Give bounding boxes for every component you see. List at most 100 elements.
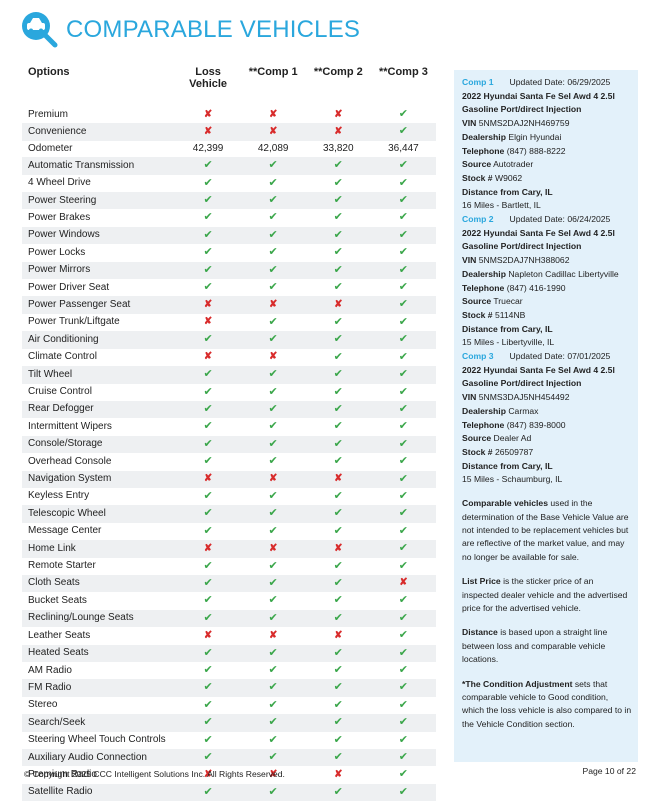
check-icon: ✔ — [305, 331, 371, 349]
table-row: Cruise Control ✔ ✔ ✔ ✔ — [22, 383, 436, 401]
dealership-line: Dealership Elgin Hyundai — [462, 131, 638, 145]
check-icon: ✔ — [370, 714, 436, 732]
option-name: Power Driver Seat — [22, 279, 176, 297]
check-icon: ✔ — [305, 731, 371, 750]
odometer-value: 42,089 — [240, 140, 306, 158]
table-row: Steering Wheel Touch Controls ✔ ✔ ✔ ✔ — [22, 731, 436, 750]
option-name: Premium Radio — [22, 766, 176, 784]
telephone-value: (847) 888-8222 — [506, 145, 566, 156]
option-name: Satellite Radio — [22, 783, 176, 801]
check-icon: ✔ — [240, 609, 306, 628]
check-icon: ✔ — [240, 435, 306, 454]
table-row: Intermittent Wipers ✔ ✔ ✔ ✔ — [22, 418, 436, 436]
table-row: Bucket Seats ✔ ✔ ✔ ✔ — [22, 592, 436, 610]
option-name: Automatic Transmission — [22, 157, 176, 175]
updated-date: Updated Date: 06/29/2025 — [509, 77, 611, 87]
stock-number-label: Stock # — [462, 172, 493, 183]
telephone-label: Telephone — [462, 282, 505, 293]
check-icon: ✔ — [240, 279, 306, 297]
check-icon: ✔ — [240, 644, 306, 662]
check-icon: ✔ — [305, 261, 371, 280]
check-icon: ✔ — [370, 696, 436, 715]
check-icon: ✔ — [175, 783, 241, 801]
check-icon: ✔ — [370, 157, 436, 175]
check-icon: ✔ — [370, 106, 436, 124]
check-icon: ✔ — [370, 123, 436, 141]
comp-heading: Comp 3 Updated Date: 07/01/2025 — [462, 350, 638, 364]
check-icon: ✔ — [305, 453, 371, 471]
table-row: Overhead Console ✔ ✔ ✔ ✔ — [22, 453, 436, 471]
check-icon: ✔ — [370, 592, 436, 610]
telephone-value: (847) 416-1990 — [506, 282, 566, 293]
cross-icon: ✘ — [175, 106, 241, 124]
option-name: FM Radio — [22, 679, 176, 697]
check-icon: ✔ — [370, 470, 436, 488]
check-icon: ✔ — [305, 209, 371, 227]
cross-icon: ✘ — [240, 766, 306, 784]
cross-icon: ✘ — [240, 296, 306, 314]
table-row: Automatic Transmission ✔ ✔ ✔ ✔ — [22, 157, 436, 175]
note-paragraph: Comparable vehicles used in the determin… — [462, 497, 638, 564]
updated-date: Updated Date: 06/24/2025 — [509, 214, 611, 225]
check-icon: ✔ — [305, 348, 371, 367]
check-icon: ✔ — [305, 383, 371, 401]
check-icon: ✔ — [370, 383, 436, 401]
cross-icon: ✘ — [370, 574, 436, 593]
check-icon: ✔ — [305, 696, 371, 715]
check-icon: ✔ — [175, 383, 241, 401]
check-icon: ✔ — [370, 296, 436, 314]
check-icon: ✔ — [370, 731, 436, 750]
check-icon: ✔ — [175, 557, 241, 575]
check-icon: ✔ — [305, 522, 371, 541]
engine: Gasoline Port/direct Injection — [462, 241, 582, 252]
check-icon: ✔ — [240, 244, 306, 262]
note-text: is the sticker price of an inspected dea… — [462, 576, 628, 613]
stock-number-label: Stock # — [462, 309, 493, 320]
check-icon: ✔ — [370, 557, 436, 575]
check-icon: ✔ — [370, 522, 436, 541]
check-icon: ✔ — [240, 557, 306, 575]
check-icon: ✔ — [370, 348, 436, 367]
cross-icon: ✘ — [305, 627, 371, 645]
cross-icon: ✘ — [175, 470, 241, 488]
comp-block: Comp 1 Updated Date: 06/29/2025 2022 Hyund… — [462, 76, 638, 213]
comp-heading: Comp 1 Updated Date: 06/29/2025 — [462, 76, 638, 90]
source-value: Autotrader — [493, 159, 534, 170]
option-name: Rear Defogger — [22, 400, 176, 419]
table-row: Reclining/Lounge Seats ✔ ✔ ✔ ✔ — [22, 609, 436, 628]
distance-label: Distance from Cary, IL — [462, 186, 553, 197]
cross-icon: ✘ — [240, 106, 306, 124]
stock-number-label: Stock # — [462, 446, 493, 457]
option-name: Leather Seats — [22, 627, 176, 645]
stock-number-line: Stock # 26509787 — [462, 446, 638, 460]
check-icon: ✔ — [240, 157, 306, 175]
cross-icon: ✘ — [240, 348, 306, 367]
check-icon: ✔ — [370, 400, 436, 419]
cross-icon: ✘ — [305, 106, 371, 124]
dealership-line: Dealership Carmax — [462, 405, 638, 419]
check-icon: ✔ — [240, 714, 306, 732]
check-icon: ✔ — [305, 644, 371, 662]
comp1-header: **Comp 1 — [248, 66, 298, 78]
table-row: Console/Storage ✔ ✔ ✔ ✔ — [22, 435, 436, 454]
option-name: Home Link — [22, 540, 176, 558]
check-icon: ✔ — [305, 609, 371, 628]
check-icon: ✔ — [240, 574, 306, 593]
check-icon: ✔ — [240, 453, 306, 471]
table-row: Stereo ✔ ✔ ✔ ✔ — [22, 696, 436, 715]
dealership-line: Dealership Napleton Cadillac Libertyvill… — [462, 268, 638, 282]
check-icon: ✔ — [175, 696, 241, 715]
check-icon: ✔ — [240, 226, 306, 245]
cross-icon: ✘ — [240, 540, 306, 558]
check-icon: ✔ — [240, 331, 306, 349]
check-icon: ✔ — [240, 174, 306, 193]
note-term: List Price — [462, 576, 501, 587]
dealership-value: Elgin Hyundai — [508, 131, 562, 142]
comparables-panel: Comp 1 Updated Date: 06/29/2025 2022 Hyund… — [454, 70, 638, 762]
note-text: sets that comparable vehicle to Good con… — [462, 678, 632, 729]
dealership-value: Napleton Cadillac Libertyville — [508, 268, 619, 279]
check-icon: ✔ — [240, 592, 306, 610]
stock-number-value: 26509787 — [494, 446, 534, 457]
cross-icon: ✘ — [175, 766, 241, 784]
option-name: Power Passenger Seat — [22, 296, 176, 314]
